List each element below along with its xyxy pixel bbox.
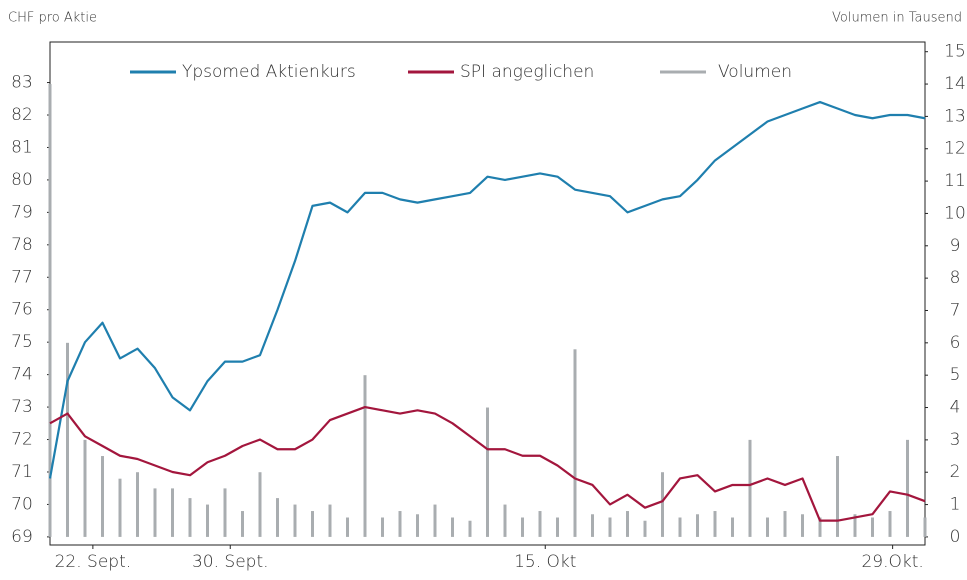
volume-bar bbox=[871, 517, 874, 537]
y2-tick-label: 3 bbox=[950, 430, 961, 450]
y-tick-label: 75 bbox=[11, 332, 33, 352]
volume-bar bbox=[643, 520, 647, 537]
y-tick-label: 73 bbox=[11, 397, 33, 417]
volume-bar bbox=[801, 514, 804, 537]
volume-bar bbox=[398, 511, 402, 537]
volume-bar bbox=[556, 517, 559, 537]
volume-bar bbox=[48, 84, 52, 537]
volume-bar bbox=[206, 504, 209, 537]
y-tick-label: 72 bbox=[11, 430, 33, 450]
y2-tick-label: 2 bbox=[950, 462, 961, 482]
volume-bar bbox=[503, 504, 507, 537]
y-tick-label: 83 bbox=[11, 73, 33, 93]
y-axis-label: CHF pro Aktie bbox=[8, 11, 97, 26]
volume-bar bbox=[311, 511, 314, 537]
volume-bar bbox=[906, 439, 909, 537]
y2-tick-label: 9 bbox=[950, 236, 961, 256]
x-tick-label: 29.Okt. bbox=[861, 552, 923, 572]
y2-tick-label: 4 bbox=[950, 398, 961, 418]
y-tick-label: 74 bbox=[11, 365, 33, 385]
volume-bar bbox=[223, 488, 227, 537]
y-tick-label: 82 bbox=[11, 105, 33, 125]
volume-bar bbox=[83, 439, 87, 537]
y-tick-label: 69 bbox=[11, 527, 33, 547]
price-line bbox=[49, 405, 926, 522]
volume-bar bbox=[766, 517, 769, 537]
legend-label: SPI angeglichen bbox=[460, 62, 594, 82]
volume-bar bbox=[661, 472, 664, 537]
y-tick-label: 76 bbox=[11, 300, 33, 320]
volume-bar bbox=[276, 498, 279, 537]
volume-bar bbox=[626, 511, 629, 537]
volume-bar bbox=[731, 517, 734, 537]
y2-tick-label: 12 bbox=[944, 139, 966, 159]
volume-bar bbox=[293, 504, 297, 537]
volume-bar bbox=[468, 520, 472, 537]
volume-bar bbox=[521, 517, 524, 537]
volume-bar bbox=[888, 511, 892, 537]
volume-bar bbox=[783, 511, 787, 537]
volume-bar bbox=[678, 517, 682, 537]
y2-tick-label: 5 bbox=[950, 365, 961, 385]
volume-bar bbox=[153, 488, 157, 537]
y-tick-label: 70 bbox=[11, 494, 33, 514]
volume-bar bbox=[696, 514, 699, 537]
y2-tick-label: 13 bbox=[944, 106, 966, 126]
volume-bar bbox=[573, 349, 577, 537]
volume-bar bbox=[346, 517, 349, 537]
y2-tick-label: 14 bbox=[944, 74, 966, 94]
y2-tick-label: 7 bbox=[950, 300, 961, 320]
volume-bar bbox=[608, 517, 612, 537]
y2-tick-label: 15 bbox=[944, 42, 966, 62]
y-tick-label: 71 bbox=[11, 462, 33, 482]
volume-bar bbox=[433, 504, 437, 537]
volume-bar bbox=[241, 511, 244, 537]
volume-bar bbox=[328, 504, 332, 537]
volume-bar bbox=[258, 472, 262, 537]
y2-axis-label: Volumen in Tausend bbox=[832, 11, 962, 26]
x-tick-label: 22. Sept. bbox=[55, 552, 132, 572]
y-tick-label: 81 bbox=[11, 137, 33, 157]
volume-bar bbox=[818, 517, 822, 537]
volume-bar bbox=[748, 439, 752, 537]
volume-bar bbox=[451, 517, 454, 537]
volume-bar bbox=[101, 456, 104, 537]
volume-bar bbox=[363, 375, 367, 537]
y2-tick-label: 0 bbox=[950, 527, 961, 547]
volume-bar bbox=[591, 514, 594, 537]
volume-bar bbox=[66, 342, 69, 537]
x-tick-label: 15. Okt bbox=[514, 552, 576, 572]
y2-tick-label: 11 bbox=[944, 171, 966, 191]
volume-bar bbox=[188, 498, 192, 537]
volume-bar bbox=[713, 511, 717, 537]
volume-bar bbox=[381, 517, 384, 537]
y-tick-label: 80 bbox=[11, 170, 33, 190]
volume-bar bbox=[923, 517, 927, 537]
price-line bbox=[48, 100, 926, 479]
volume-bar bbox=[118, 478, 122, 537]
x-tick-label: 30. Sept. bbox=[192, 552, 269, 572]
y2-tick-label: 6 bbox=[950, 333, 961, 353]
y2-tick-label: 8 bbox=[950, 268, 961, 288]
y2-tick-label: 10 bbox=[944, 203, 966, 223]
y2-tick-label: 1 bbox=[950, 495, 961, 515]
legend-label: Ypsomed Aktienkurs bbox=[182, 62, 356, 82]
volume-bar bbox=[136, 472, 139, 537]
volume-bar bbox=[538, 511, 542, 537]
volume-bar bbox=[486, 407, 489, 537]
volume-bar bbox=[416, 514, 419, 537]
legend-label: Volumen bbox=[718, 62, 792, 82]
y-tick-label: 79 bbox=[11, 202, 33, 222]
volume-bar bbox=[171, 488, 174, 537]
y-tick-label: 78 bbox=[11, 235, 33, 255]
volume-bar bbox=[853, 514, 857, 537]
y-tick-label: 77 bbox=[11, 267, 33, 287]
volume-bar bbox=[836, 456, 839, 537]
